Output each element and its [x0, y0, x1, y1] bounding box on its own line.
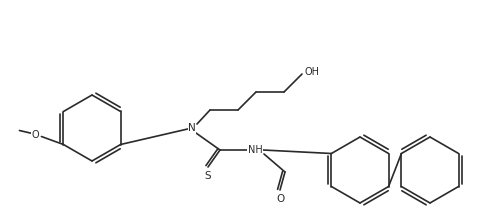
Text: N: N	[188, 123, 196, 133]
Text: OH: OH	[304, 67, 320, 77]
Text: NH: NH	[247, 145, 262, 155]
Text: O: O	[276, 194, 284, 204]
Text: S: S	[205, 171, 211, 181]
Text: O: O	[32, 129, 39, 140]
